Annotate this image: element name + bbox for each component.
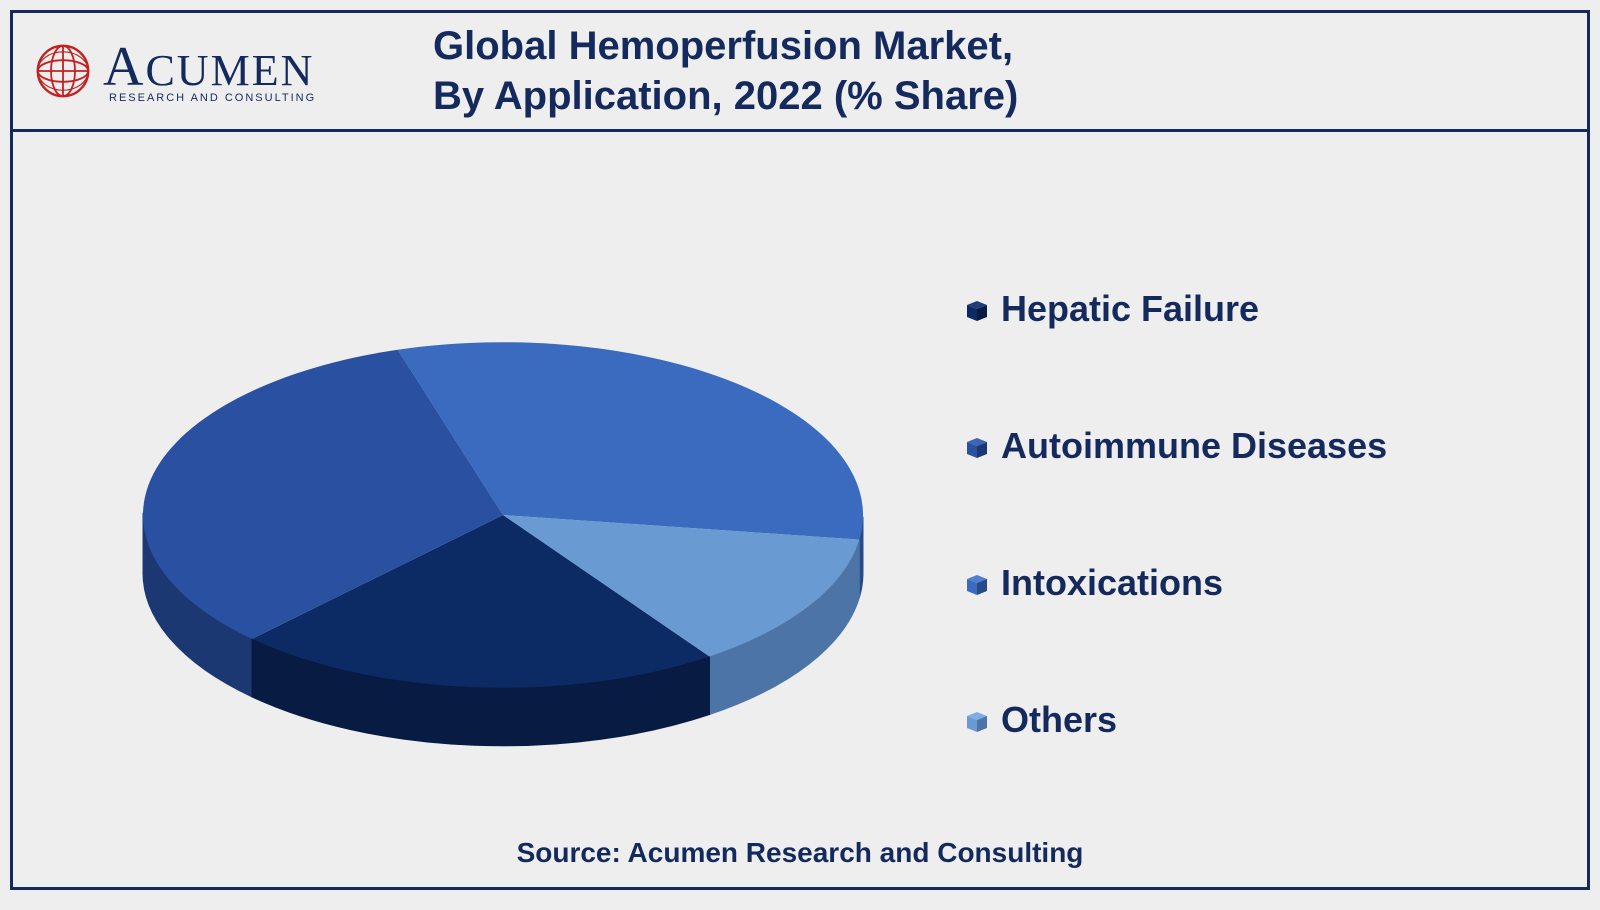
title-line-1: Global Hemoperfusion Market, xyxy=(433,21,1018,71)
globe-icon xyxy=(33,41,93,101)
title-line-2: By Application, 2022 (% Share) xyxy=(433,71,1018,121)
legend: Hepatic Failure Autoimmune Diseases Into… xyxy=(953,162,1547,867)
legend-item: Autoimmune Diseases xyxy=(963,425,1547,467)
legend-item: Others xyxy=(963,699,1547,741)
legend-label: Hepatic Failure xyxy=(1001,288,1259,330)
source-text: Source: Acumen Research and Consulting xyxy=(13,837,1587,869)
logo-name: ACUMEN xyxy=(103,39,316,95)
legend-swatch xyxy=(963,571,987,595)
legend-swatch xyxy=(963,297,987,321)
legend-swatch xyxy=(963,434,987,458)
legend-label: Others xyxy=(1001,699,1117,741)
legend-item: Hepatic Failure xyxy=(963,288,1547,330)
chart-body: Hepatic Failure Autoimmune Diseases Into… xyxy=(13,132,1587,887)
outer-frame: ACUMEN RESEARCH AND CONSULTING Global He… xyxy=(10,10,1590,890)
pie-chart-svg xyxy=(73,205,933,825)
chart-title: Global Hemoperfusion Market, By Applicat… xyxy=(433,21,1018,121)
legend-label: Autoimmune Diseases xyxy=(1001,425,1387,467)
legend-item: Intoxications xyxy=(963,562,1547,604)
logo-block: ACUMEN RESEARCH AND CONSULTING xyxy=(33,39,373,104)
legend-label: Intoxications xyxy=(1001,562,1223,604)
pie-chart-area xyxy=(53,162,953,867)
logo-tagline: RESEARCH AND CONSULTING xyxy=(103,93,316,104)
logo-text: ACUMEN RESEARCH AND CONSULTING xyxy=(103,39,316,104)
header-bar: ACUMEN RESEARCH AND CONSULTING Global He… xyxy=(13,13,1587,132)
legend-swatch xyxy=(963,708,987,732)
